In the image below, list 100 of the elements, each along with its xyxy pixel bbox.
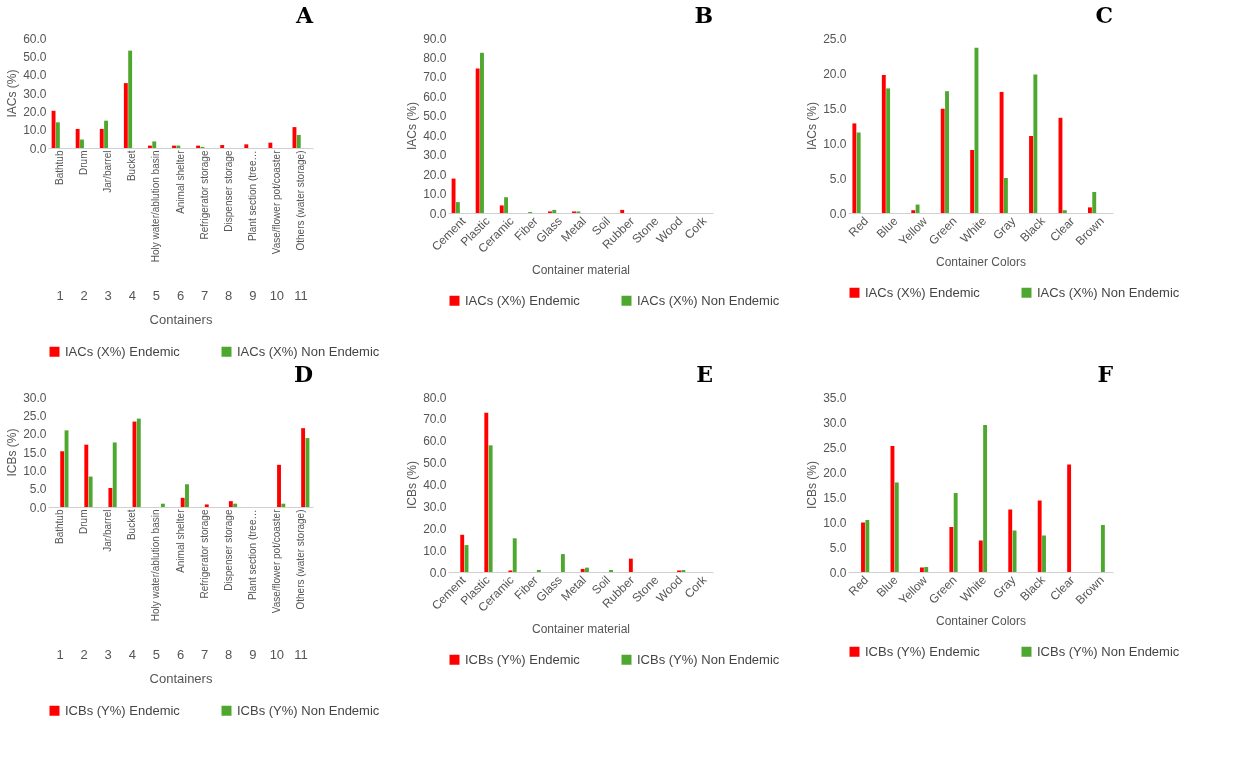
bar (112, 442, 117, 507)
y-tick-label: 20.0 (423, 521, 447, 536)
bar (451, 178, 456, 213)
y-tick-label: 30.0 (23, 390, 47, 405)
bar (104, 120, 109, 148)
bar (865, 520, 870, 572)
y-tick-label: 40.0 (23, 68, 47, 83)
bar (488, 445, 493, 572)
bar (80, 139, 84, 148)
bar (1062, 210, 1067, 213)
bar (460, 534, 465, 572)
bar (978, 540, 983, 572)
bar (233, 503, 238, 507)
x-tick-label: Holy water/ablution basin (150, 509, 162, 622)
bar (1003, 178, 1008, 213)
text: 7 (200, 288, 209, 303)
text: 11 (294, 647, 308, 662)
y-tick-label: 70.0 (423, 70, 447, 85)
y-tick-label: 50.0 (23, 49, 47, 64)
y-tick-label: 20.0 (423, 167, 447, 182)
x-tick-label: Refrigerator storage (198, 509, 210, 599)
y-tick-label: 20.0 (23, 104, 47, 119)
bar (1033, 74, 1038, 213)
bar (480, 52, 484, 213)
y-tick-label: 10.0 (23, 463, 47, 478)
x-tick-label: Vase/flower pot/coaster (270, 508, 282, 614)
bar (1087, 207, 1092, 213)
y-tick-label: 70.0 (423, 412, 447, 427)
y-tick-label: 90.0 (423, 31, 447, 46)
bar (983, 425, 988, 572)
x-tick-label: Plant section (tree… (246, 509, 258, 601)
bar (924, 567, 929, 572)
bar (940, 108, 945, 213)
y-tick-label: 0.0 (29, 141, 47, 156)
x-axis-title: Container material (531, 621, 631, 636)
y-tick-label: 0.0 (829, 565, 847, 580)
bar (75, 128, 80, 148)
bar (301, 428, 306, 507)
bar (60, 451, 65, 507)
bar (228, 501, 233, 507)
bar (1092, 192, 1097, 213)
chart-title: C (1095, 2, 1113, 28)
y-axis-title: IACs (%) (405, 102, 420, 150)
bar (55, 122, 60, 148)
bar (949, 527, 954, 572)
bar (277, 464, 281, 507)
bar (999, 91, 1004, 213)
bar (585, 567, 589, 572)
x-tick-label: Others (water storage) (294, 509, 306, 610)
legend-label: IACs (X%) Endemic (865, 284, 981, 300)
y-tick-label: 50.0 (423, 456, 447, 471)
bar (953, 493, 958, 572)
y-tick-label: 10.0 (23, 123, 47, 138)
y-tick-label: 20.0 (823, 465, 847, 480)
y-tick-label: 60.0 (423, 434, 447, 449)
y-tick-label: 0.0 (829, 206, 847, 221)
text: 8 (225, 288, 233, 303)
y-tick-label: 25.0 (823, 440, 847, 455)
x-tick-label: Animal shelter (174, 508, 186, 573)
bar (856, 132, 861, 213)
y-tick-label: 30.0 (423, 499, 447, 514)
bar (185, 484, 189, 507)
x-axis-title: Containers (149, 671, 213, 687)
bar (296, 134, 301, 148)
y-tick-label: 5.0 (829, 540, 847, 555)
y-tick-label: 0.0 (29, 500, 47, 515)
bar (894, 482, 899, 572)
text: 7 (200, 647, 209, 662)
bar (455, 202, 460, 213)
y-tick-label: 15.0 (823, 490, 847, 505)
bar (152, 141, 157, 148)
x-tick-label: Drum (78, 509, 90, 534)
bar (123, 83, 128, 148)
y-tick-label: 30.0 (23, 86, 47, 101)
legend-label: ICBs (Y%) Non Endemic (1037, 643, 1180, 659)
text: 3 (104, 288, 112, 303)
y-tick-label: 10.0 (823, 136, 847, 151)
chart-title: E (696, 361, 713, 387)
chart-title: A (294, 2, 314, 28)
bar (108, 487, 113, 507)
x-tick-label: Refrigerator storage (198, 150, 210, 240)
bar (552, 209, 557, 213)
bar (136, 418, 141, 507)
x-axis-title: Containers (149, 312, 213, 328)
y-tick-label: 80.0 (423, 390, 447, 405)
x-tick-label: Plant section (tree… (246, 150, 258, 242)
text: 5 (152, 647, 161, 662)
y-tick-label: 30.0 (823, 415, 847, 430)
y-axis-title: ICBs (%) (5, 428, 20, 477)
x-axis-title: Container Colors (935, 255, 1027, 270)
x-tick-label: Bathtub (54, 150, 66, 185)
legend-label: ICBs (Y%) Endemic (865, 643, 981, 659)
bar (128, 50, 133, 148)
y-tick-label: 15.0 (23, 445, 47, 460)
x-tick-label: Vase/flower pot/coaster (270, 149, 282, 255)
y-tick-label: 5.0 (29, 482, 47, 497)
x-tick-label: Drum (78, 150, 90, 175)
x-tick-label: Dispenser storage (222, 509, 234, 591)
y-tick-label: 0.0 (429, 206, 447, 221)
bar (945, 91, 949, 213)
